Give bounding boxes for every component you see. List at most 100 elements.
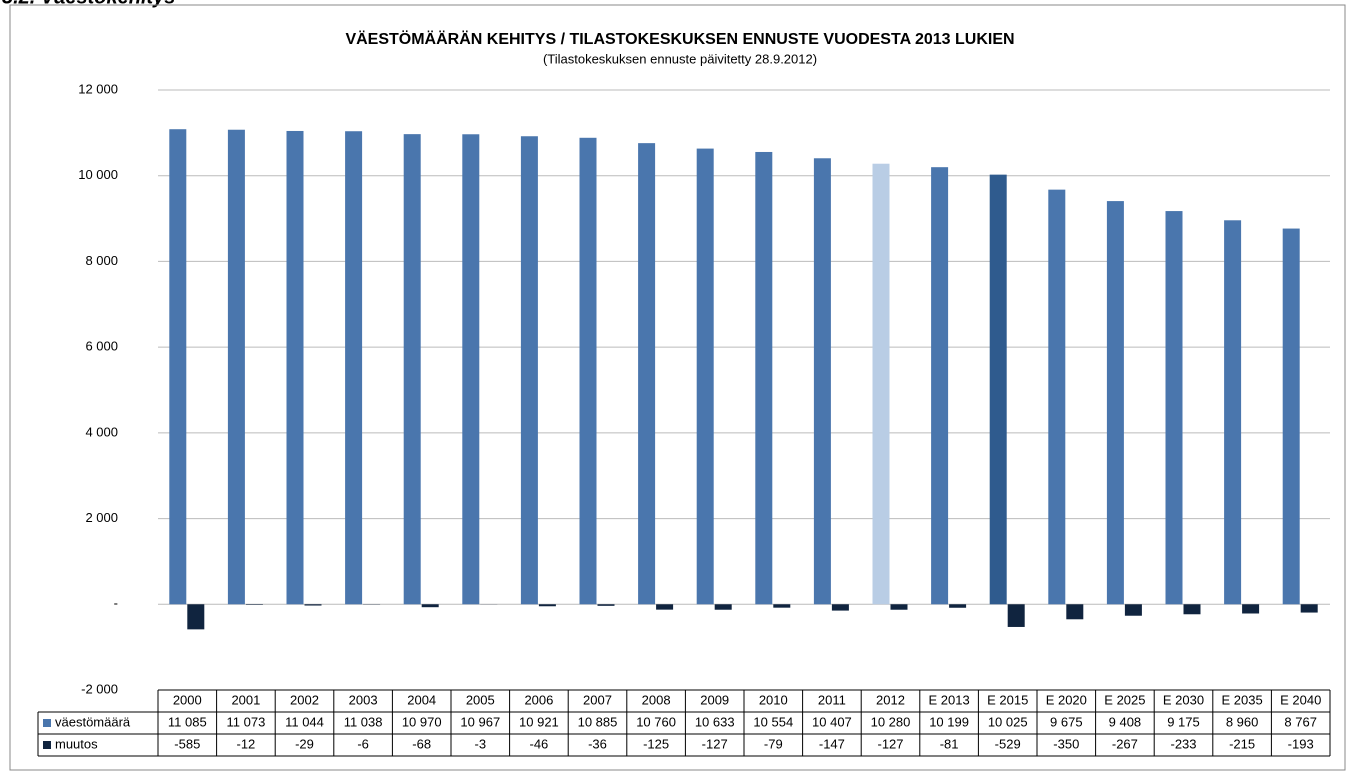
bar [1048, 189, 1066, 605]
bar [597, 604, 615, 606]
bar [1165, 211, 1183, 605]
table-value: 8 767 [1284, 714, 1317, 729]
bar [187, 604, 205, 630]
table-value: -350 [1053, 736, 1079, 751]
bar [1106, 201, 1124, 605]
table-value: 9 675 [1050, 714, 1083, 729]
x-tick-label: E 2015 [987, 692, 1028, 707]
table-value: 10 760 [636, 714, 676, 729]
bar [773, 604, 791, 608]
table-value: -585 [174, 736, 200, 751]
x-tick-label: E 2035 [1221, 692, 1262, 707]
bar [520, 136, 538, 605]
bar [890, 604, 908, 610]
bar [538, 604, 556, 607]
x-tick-label: E 2030 [1163, 692, 1204, 707]
table-value: 10 407 [812, 714, 852, 729]
bar [1242, 604, 1260, 614]
x-tick-label: 2002 [290, 692, 319, 707]
y-tick-label: - [114, 596, 118, 611]
bar [421, 604, 439, 608]
y-tick-label: 10 000 [78, 167, 118, 182]
table-value: 11 038 [344, 714, 383, 729]
x-tick-label: E 2040 [1280, 692, 1321, 707]
table-value: -147 [819, 736, 845, 751]
table-value: -267 [1112, 736, 1138, 751]
bar [403, 134, 421, 605]
bar [872, 163, 890, 605]
table-value: -193 [1288, 736, 1314, 751]
table-value: 9 408 [1109, 714, 1142, 729]
bar [169, 129, 187, 605]
bar [931, 167, 949, 605]
table-value: -127 [702, 736, 728, 751]
table-value: 10 967 [460, 714, 500, 729]
legend-swatch [43, 741, 51, 749]
bar [1300, 604, 1318, 613]
x-tick-label: 2010 [759, 692, 788, 707]
table-value: -46 [530, 736, 549, 751]
table-value: -3 [475, 736, 487, 751]
bar [579, 137, 597, 605]
x-tick-label: 2004 [407, 692, 436, 707]
bar [638, 143, 656, 605]
bar [1183, 604, 1201, 615]
bar [1066, 604, 1084, 620]
table-value: 10 885 [578, 714, 618, 729]
bar [813, 158, 831, 605]
table-value: 10 554 [753, 714, 793, 729]
bar [831, 604, 849, 611]
chart-subtitle: (Tilastokeskuksen ennuste päivitetty 28.… [543, 51, 817, 66]
table-value: 10 280 [871, 714, 911, 729]
y-tick-label: -2 000 [81, 681, 118, 696]
x-tick-label: 2007 [583, 692, 612, 707]
legend-swatch [43, 719, 51, 727]
bar [245, 604, 263, 605]
table-value: 9 175 [1167, 714, 1200, 729]
y-tick-label: 2 000 [85, 510, 118, 525]
bar [227, 129, 245, 605]
bar [656, 604, 674, 610]
y-tick-label: 12 000 [78, 81, 118, 96]
bar [286, 130, 304, 605]
bar [696, 148, 714, 605]
table-value: 11 044 [285, 714, 324, 729]
table-value: 10 633 [695, 714, 735, 729]
table-value: 11 073 [227, 714, 266, 729]
x-tick-label: 2006 [524, 692, 553, 707]
table-value: -29 [295, 736, 314, 751]
chart-title: VÄESTÖMÄÄRÄN KEHITYS / TILASTOKESKUKSEN … [345, 29, 1014, 48]
section-heading: 3.2. Väestökehitys [2, 0, 175, 8]
x-tick-label: E 2013 [928, 692, 969, 707]
table-value: -36 [588, 736, 607, 751]
bar [462, 134, 480, 605]
x-tick-label: 2009 [700, 692, 729, 707]
table-value: -529 [995, 736, 1021, 751]
bar [755, 151, 773, 605]
x-tick-label: E 2025 [1104, 692, 1145, 707]
table-value: 8 960 [1226, 714, 1259, 729]
bar [1007, 604, 1025, 627]
y-tick-label: 8 000 [85, 253, 118, 268]
table-value: -68 [412, 736, 431, 751]
bar [949, 604, 967, 608]
bar [345, 131, 363, 605]
legend-label: muutos [55, 736, 98, 751]
table-value: 11 085 [168, 714, 207, 729]
bar [989, 174, 1007, 605]
table-value: 10 970 [402, 714, 442, 729]
y-tick-label: 6 000 [85, 339, 118, 354]
x-tick-label: 2000 [173, 692, 202, 707]
table-value: -127 [877, 736, 903, 751]
bar [714, 604, 732, 610]
table-value: -215 [1229, 736, 1255, 751]
table-value: 10 199 [929, 714, 969, 729]
table-value: -12 [237, 736, 256, 751]
table-value: 10 921 [519, 714, 559, 729]
table-value: -125 [643, 736, 669, 751]
legend-label: väestömäärä [55, 714, 131, 729]
table-value: 10 025 [988, 714, 1028, 729]
x-tick-label: 2011 [818, 692, 846, 707]
x-tick-label: E 2020 [1046, 692, 1087, 707]
